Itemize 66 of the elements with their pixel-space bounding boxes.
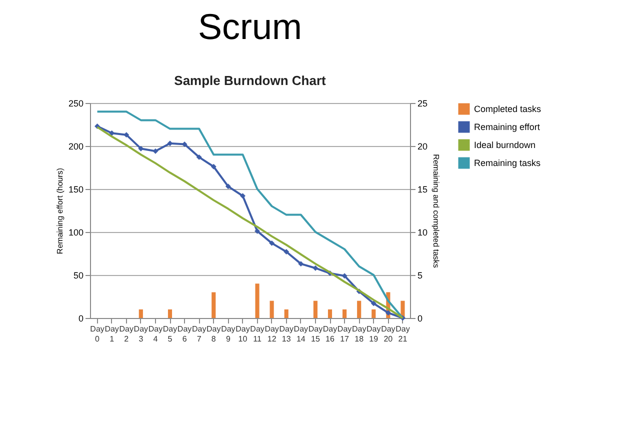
y-tick-label: 250 [68,98,84,108]
bar [212,292,216,318]
point [152,148,158,154]
y2-tick-label: 10 [418,228,428,238]
x-tick-label: Day 15 [308,324,323,344]
bar [255,284,260,318]
y-tick-label: 150 [68,184,84,194]
x-tick-label: Day 20 [381,324,396,344]
y-tick-label: 50 [73,270,84,280]
x-tick-label: Day 14 [294,324,308,344]
x-tick-label: Day 16 [322,324,338,344]
bar [328,309,332,318]
y2-tick-label: 15 [418,184,428,194]
legend-label: Completed tasks [474,104,542,114]
x-tick-label: Day 10 [236,324,250,344]
x-tick-label: Day 4 [148,324,163,344]
bar [313,300,318,318]
bar [284,309,288,318]
x-tick-label: Day 5 [162,324,178,344]
point [269,240,275,246]
bar [168,309,172,318]
x-tick-label: Day 0 [90,324,104,344]
y2-tick-label: 0 [418,314,423,324]
point [254,228,260,234]
y-tick-label: 0 [78,314,84,324]
point [284,249,290,255]
point [385,310,391,316]
point [298,261,304,267]
y2-tick-label: 25 [418,98,428,108]
y-tick-label: 100 [68,228,84,238]
point [225,184,231,190]
bar [372,309,376,318]
y2-axis-title: Remaining and completed tasks [432,154,441,268]
y-tick-label: 200 [68,142,84,152]
x-tick-label: Day 6 [177,324,192,344]
bar [270,300,274,318]
y-axis-title: Remaining effort (hours) [55,168,64,254]
point [210,164,216,170]
y2-tick-label: 5 [418,270,423,280]
point [124,132,130,138]
legend-label: Ideal burndown [474,140,536,150]
legend-label: Remaining effort [474,122,540,132]
x-tick-label: Day 21 [396,324,410,344]
point [240,193,246,199]
x-tick-label: Day 17 [337,324,352,344]
chart-title: Scrum [198,6,302,47]
x-tick-label: Day 7 [192,324,206,344]
legend-label: Remaining tasks [474,158,542,168]
x-tick-label: Day 3 [134,324,148,344]
x-tick-label: Day 19 [366,324,381,344]
point [370,300,376,306]
point [312,265,318,271]
x-tick-label: Day 13 [279,324,294,344]
y2-tick-label: 20 [418,142,428,152]
bar [357,300,362,318]
x-tick-label: Day 18 [352,324,366,344]
x-tick-label: Day 9 [221,324,236,344]
x-tick-label: Day 8 [206,324,221,344]
x-tick-label: Day 1 [104,324,119,344]
x-tick-label: Day 11 [250,324,264,344]
point [196,154,202,160]
x-tick-label: Day 2 [119,324,134,344]
chart-subtitle: Sample Burndown Chart [174,73,327,88]
bar [342,309,347,318]
x-tick-label: Day 12 [264,324,279,344]
bar [138,309,143,318]
